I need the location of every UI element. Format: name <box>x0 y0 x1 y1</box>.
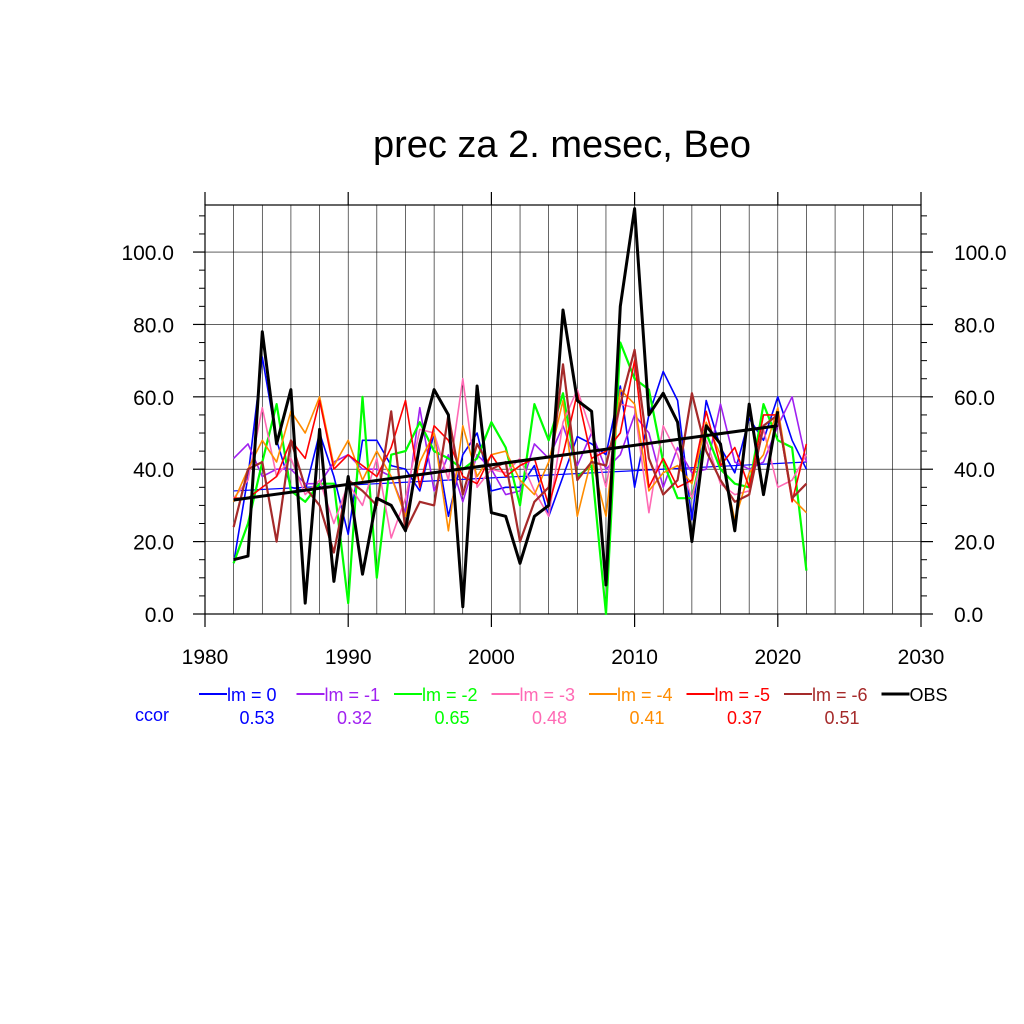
legend-label: lm = -6 <box>812 685 868 705</box>
trend-line-obs <box>233 424 779 502</box>
y-tick-label-right: 0.0 <box>954 604 983 627</box>
ccor-label: ccor <box>135 705 169 725</box>
legend-label: lm = -5 <box>715 685 771 705</box>
legend-label: OBS <box>910 685 948 705</box>
x-tick-label: 2010 <box>611 646 658 669</box>
y-tick-label-right: 60.0 <box>954 387 995 410</box>
series-line-lm-5 <box>233 359 808 507</box>
y-tick-label: 20.0 <box>133 532 174 555</box>
legend: lm = 0 0.53 lm = -1 0.32 lm = -2 0.65 lm = -3 0… <box>135 685 948 728</box>
ccor-value: 0.41 <box>629 708 664 728</box>
chart-title: prec za 2. mesec, Beo <box>373 124 751 166</box>
y-tick-label-right: 80.0 <box>954 314 995 337</box>
ccor-value: 0.53 <box>239 708 274 728</box>
series-line-obs <box>233 207 780 609</box>
ccor-value: 0.32 <box>337 708 372 728</box>
y-tick-label: 80.0 <box>133 314 174 337</box>
y-tick-label: 0.0 <box>145 604 174 627</box>
y-tick-label-right: 20.0 <box>954 532 995 555</box>
x-tick-label: 2030 <box>898 646 945 669</box>
y-tick-label: 40.0 <box>133 459 174 482</box>
series-line-lm-2 <box>232 341 808 616</box>
grid <box>205 205 921 614</box>
y-tick-label-right: 40.0 <box>954 459 995 482</box>
ccor-value: 0.37 <box>727 708 762 728</box>
x-tick-label: 2020 <box>754 646 801 669</box>
ccor-value: 0.65 <box>434 708 469 728</box>
y-tick-label-right: 100.0 <box>954 242 1007 265</box>
axes: 1980 1990 2000 2010 2020 2030 0.0 0.0 20.0 20.0 40… <box>121 192 1007 669</box>
x-tick-label: 2000 <box>468 646 515 669</box>
x-tick-label: 1980 <box>182 646 229 669</box>
ccor-value: 0.51 <box>824 708 859 728</box>
plot-frame <box>204 204 922 615</box>
legend-label: lm = -3 <box>520 685 576 705</box>
y-tick-label: 100.0 <box>121 242 174 265</box>
legend-label: lm = -2 <box>422 685 478 705</box>
y-tick-label: 60.0 <box>133 387 174 410</box>
legend-label: lm = -1 <box>325 685 381 705</box>
series-line-lm-0 <box>232 356 808 564</box>
legend-label: lm = -4 <box>617 685 673 705</box>
plot-area <box>232 207 808 616</box>
x-tick-label: 1990 <box>325 646 372 669</box>
ccor-value: 0.48 <box>532 708 567 728</box>
legend-label: lm = 0 <box>227 685 277 705</box>
series-line-lm-3 <box>232 377 808 539</box>
